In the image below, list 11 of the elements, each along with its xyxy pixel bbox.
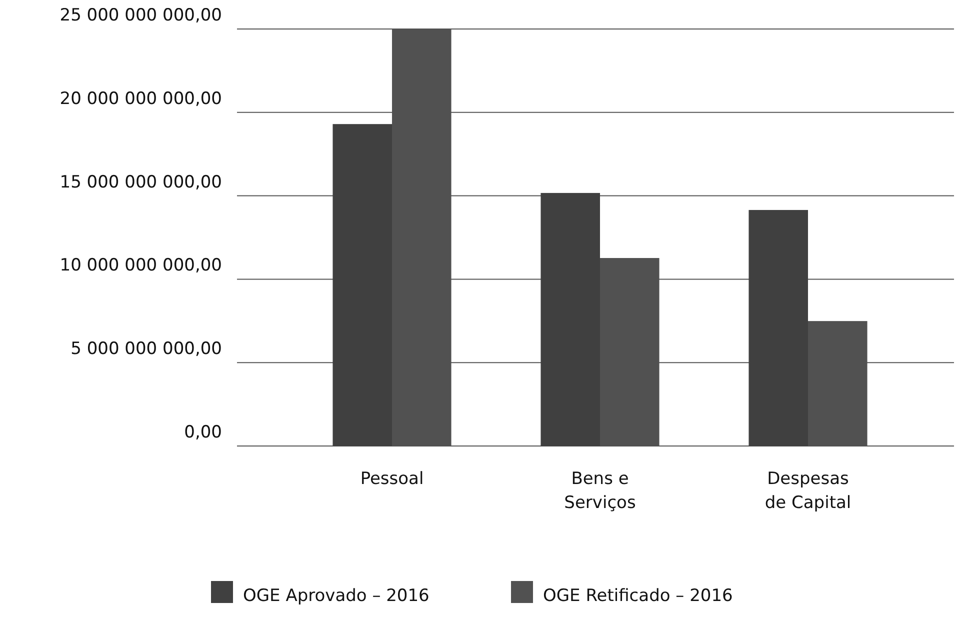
y-tick-label: 10 000 000 000,00 xyxy=(60,256,222,276)
legend-label: OGE Aprovado – 2016 xyxy=(243,586,430,606)
x-tick-label: Pessoal xyxy=(360,469,424,489)
y-tick-label: 25 000 000 000,00 xyxy=(60,6,222,26)
x-tick-label: Despesas de Capital xyxy=(764,469,852,513)
legend-label: OGE Retificado – 2016 xyxy=(543,586,733,606)
y-tick-label: 20 000 000 000,00 xyxy=(60,88,222,109)
y-tick-label: 0,00 xyxy=(184,422,222,442)
x-tick-label: Bens e Serviços xyxy=(564,469,636,513)
y-tick-label: 5 000 000 000,00 xyxy=(70,339,222,360)
y-tick-label: 15 000 000 000,00 xyxy=(60,172,222,192)
